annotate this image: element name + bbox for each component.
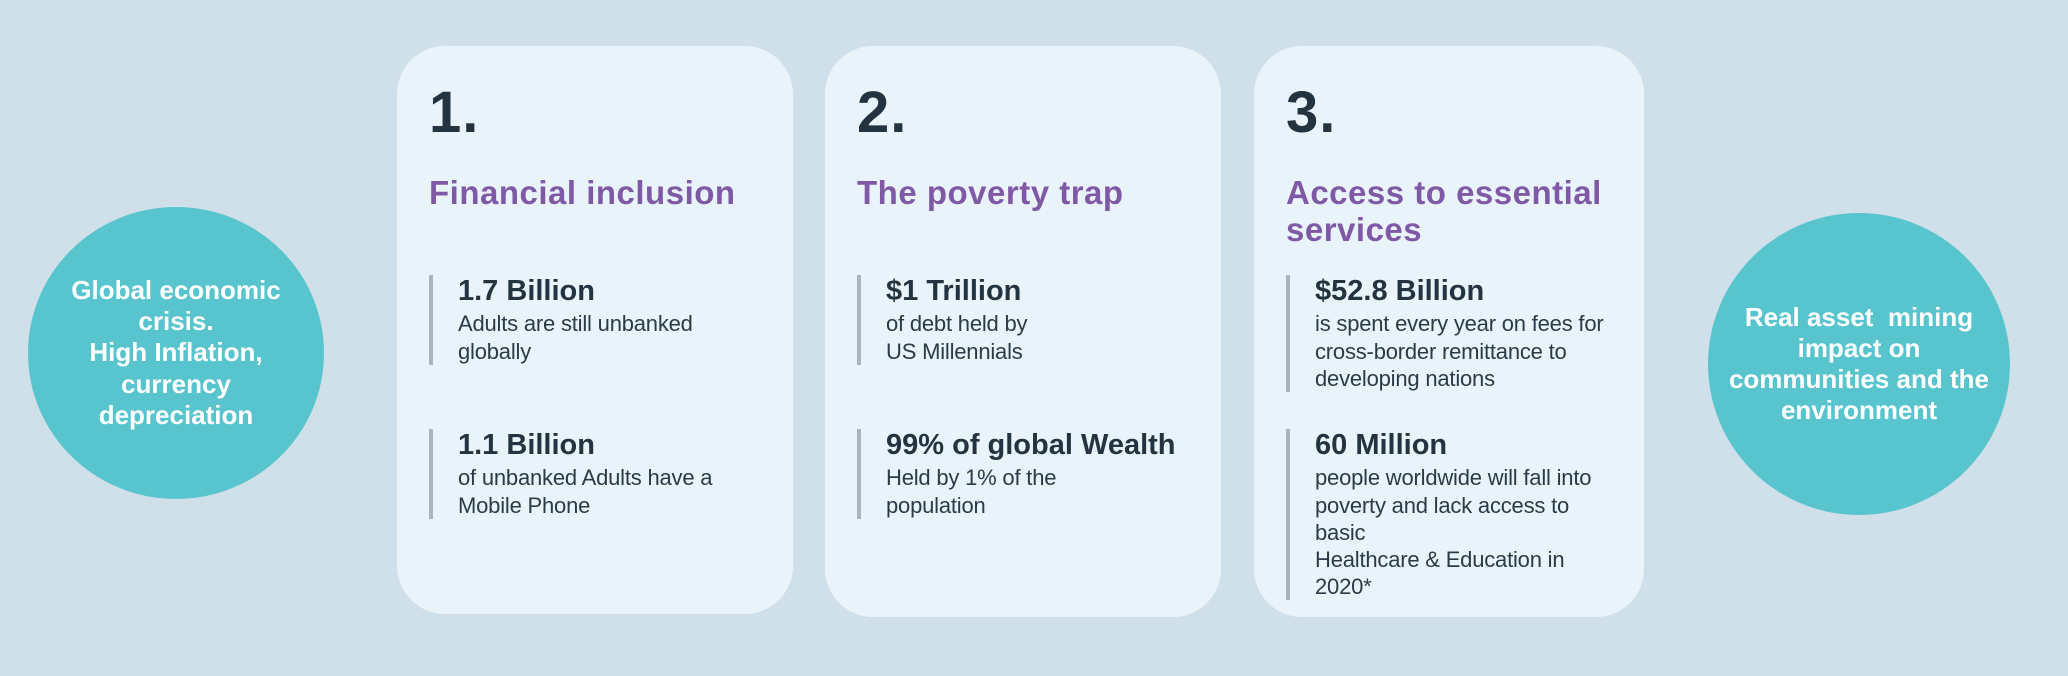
stat-value: $1 Trillion (886, 275, 1022, 307)
stat-description: people worldwide will fall into poverty … (1315, 465, 1592, 599)
card-poverty-trap: 2. The poverty trap $1 Trillion of debt … (825, 46, 1221, 617)
card-financial-inclusion: 1. Financial inclusion 1.7 Billion Adult… (397, 46, 793, 614)
card-title: Access to essential services (1286, 174, 1602, 249)
card-title: The poverty trap (857, 174, 1124, 211)
stat-value: $52.8 Billion (1315, 275, 1485, 307)
stat-value: 1.1 Billion (458, 429, 595, 461)
stat-block: 1.1 Billion of unbanked Adults have a Mo… (429, 429, 767, 519)
card-title: Financial inclusion (429, 174, 736, 211)
stat-value: 99% of global Wealth (886, 429, 1176, 461)
left-circle-text: Global economic crisis. High Inflation, … (71, 275, 281, 430)
stat-description: Adults are still unbanked globally (458, 311, 693, 364)
stat-block: 60 Million people worldwide will fall in… (1286, 429, 1618, 600)
stat-description: of debt held by US Millennials (886, 311, 1028, 364)
stat-description: of unbanked Adults have a Mobile Phone (458, 465, 713, 518)
card-number: 2. (857, 80, 908, 145)
right-context-circle: Real asset mining impact on communities … (1708, 213, 2010, 515)
card-number: 1. (429, 80, 480, 145)
stat-block: 1.7 Billion Adults are still unbanked gl… (429, 275, 767, 365)
stat-value: 60 Million (1315, 429, 1448, 461)
card-access-essential-services: 3. Access to essential services $52.8 Bi… (1254, 46, 1644, 617)
right-circle-text: Real asset mining impact on communities … (1728, 301, 1990, 426)
stat-block: $1 Trillion of debt held by US Millennia… (857, 275, 1195, 365)
card-number: 3. (1286, 80, 1337, 145)
stat-description: Held by 1% of the population (886, 465, 1057, 518)
stat-block: 99% of global Wealth Held by 1% of the p… (857, 429, 1195, 519)
stat-block: $52.8 Billion is spent every year on fee… (1286, 275, 1618, 392)
stat-value: 1.7 Billion (458, 275, 595, 307)
left-context-circle: Global economic crisis. High Inflation, … (28, 207, 324, 499)
stat-description: is spent every year on fees for cross-bo… (1315, 311, 1604, 391)
